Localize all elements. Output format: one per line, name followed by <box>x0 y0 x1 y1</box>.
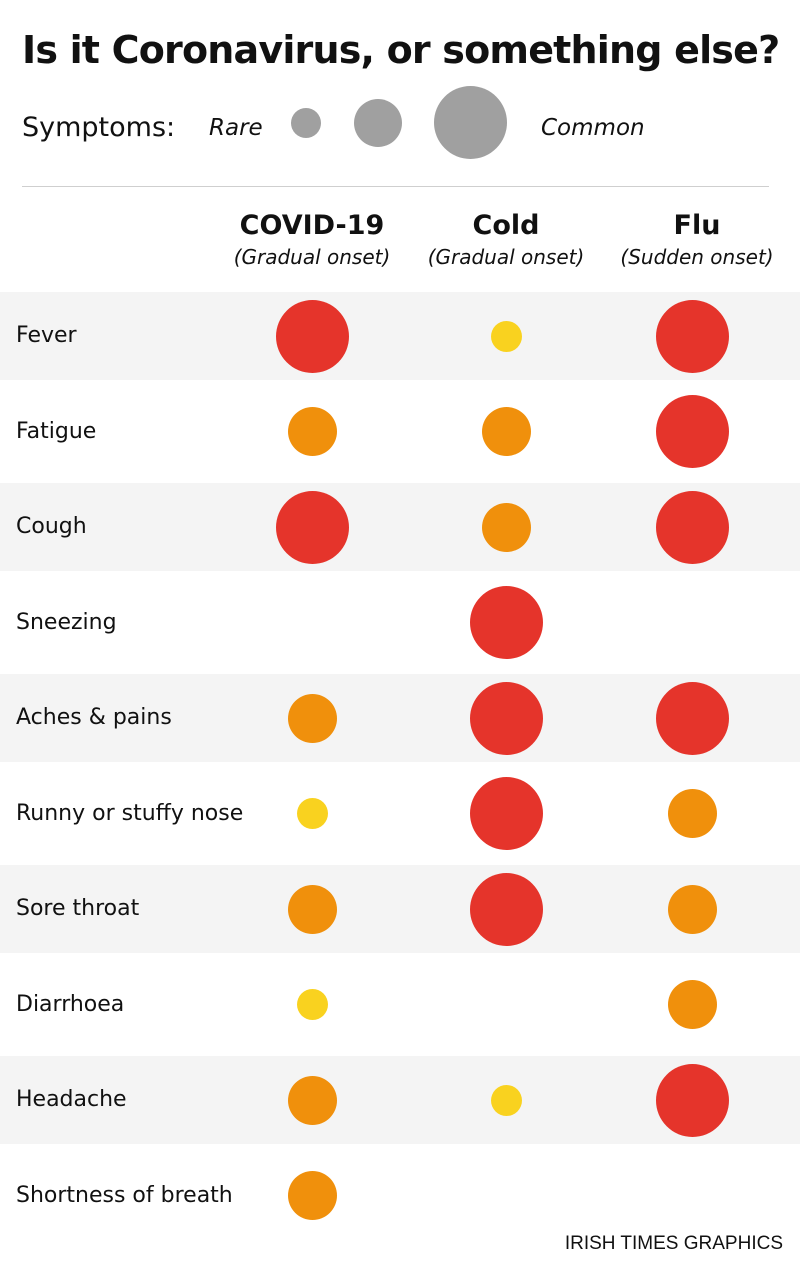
symptom-dot-rare <box>490 1084 522 1116</box>
column-header-flu: Flu (Sudden onset) <box>597 210 797 269</box>
symptom-dot-common <box>655 1063 729 1137</box>
symptom-row: Shortness of breath <box>0 1152 800 1248</box>
symptom-label: Runny or stuffy nose <box>16 800 244 826</box>
column-name-covid: COVID-19 <box>239 210 385 241</box>
symptom-row: Aches & pains <box>0 674 800 762</box>
symptom-dot-sometimes <box>287 1171 337 1220</box>
column-header-cold: Cold (Gradual onset) <box>406 210 606 269</box>
symptom-dot-common <box>469 586 543 659</box>
symptom-label: Headache <box>16 1087 127 1112</box>
symptom-dot-sometimes <box>667 980 717 1029</box>
symptom-dot-common <box>655 395 729 468</box>
legend-small-dot <box>291 108 321 138</box>
source-credit: IRISH TIMES GRAPHICS <box>564 1233 783 1254</box>
legend-common-label: Common <box>541 115 645 141</box>
chart-title: Is it Coronavirus, or something else? <box>22 28 780 72</box>
symptom-dot-sometimes <box>287 884 337 934</box>
symptom-dot-sometimes <box>667 884 717 934</box>
symptom-dot-sometimes <box>287 1075 337 1125</box>
symptom-row: Runny or stuffy nose <box>0 770 800 866</box>
symptom-label: Aches & pains <box>16 705 172 730</box>
symptom-dot-common <box>275 299 349 373</box>
symptom-row: Diarrhoea <box>0 961 800 1057</box>
legend-label: Symptoms: <box>22 112 176 143</box>
column-onset-cold: (Gradual onset) <box>427 245 585 269</box>
column-name-cold: Cold <box>472 210 540 241</box>
legend-rare-label: Rare <box>209 115 263 141</box>
symptom-label: Sore throat <box>16 896 140 921</box>
symptom-dot-rare <box>296 989 328 1020</box>
symptom-dot-common <box>655 299 729 373</box>
symptom-dot-common <box>655 681 729 755</box>
symptom-row: Fatigue <box>0 388 800 484</box>
symptom-dot-common <box>275 490 349 564</box>
symptom-row: Headache <box>0 1056 800 1144</box>
column-name-flu: Flu <box>673 210 721 241</box>
symptom-dot-common <box>469 777 543 850</box>
symptom-dot-sometimes <box>481 407 531 456</box>
symptom-label: Sneezing <box>16 609 117 635</box>
symptom-dot-sometimes <box>667 789 717 838</box>
symptom-row: Cough <box>0 483 800 571</box>
symptom-label: Cough <box>16 514 87 539</box>
symptom-dot-common <box>655 490 729 564</box>
symptom-dot-sometimes <box>287 693 337 743</box>
symptom-row: Fever <box>0 292 800 380</box>
symptom-dot-rare <box>490 320 522 352</box>
legend-large-dot <box>434 86 507 159</box>
symptom-dot-sometimes <box>481 502 531 552</box>
symptom-row: Sneezing <box>0 579 800 675</box>
symptom-label: Fatigue <box>16 418 97 444</box>
column-header-covid: COVID-19 (Gradual onset) <box>212 210 412 269</box>
symptom-row: Sore throat <box>0 865 800 953</box>
column-onset-covid: (Gradual onset) <box>233 245 391 269</box>
symptom-dot-common <box>469 872 543 946</box>
symptom-label: Fever <box>16 323 77 348</box>
symptom-label: Diarrhoea <box>16 991 125 1017</box>
symptom-label: Shortness of breath <box>16 1182 233 1208</box>
symptom-dot-rare <box>296 798 328 829</box>
legend-medium-dot <box>354 99 402 147</box>
header-divider <box>22 186 769 187</box>
symptom-dot-common <box>469 681 543 755</box>
column-onset-flu: (Sudden onset) <box>620 245 774 269</box>
symptom-dot-sometimes <box>287 407 337 456</box>
